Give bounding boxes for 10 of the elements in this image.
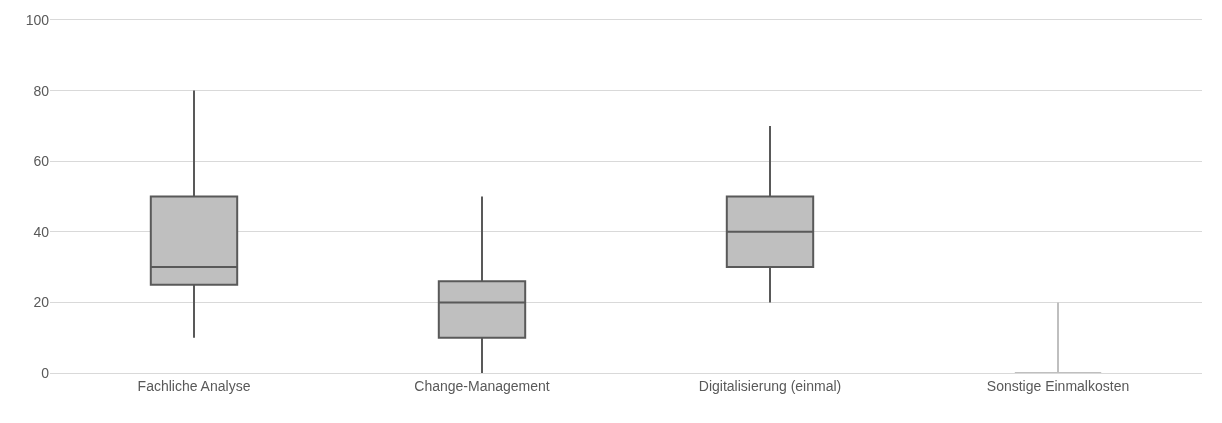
y-tick-label: 0 bbox=[41, 364, 50, 381]
y-tick-label: 20 bbox=[33, 294, 50, 311]
x-tick-label: Sonstige Einmalkosten bbox=[986, 377, 1130, 394]
y-tick-label: 80 bbox=[33, 82, 50, 99]
x-tick-label: Fachliche Analyse bbox=[137, 377, 251, 394]
y-tick-label: 60 bbox=[33, 153, 50, 170]
x-tick-label: Change-Management bbox=[414, 377, 550, 394]
y-tick-label: 40 bbox=[33, 223, 50, 240]
y-tick-label: 100 bbox=[25, 11, 50, 28]
x-tick-label: Digitalisierung (einmal) bbox=[698, 377, 842, 394]
